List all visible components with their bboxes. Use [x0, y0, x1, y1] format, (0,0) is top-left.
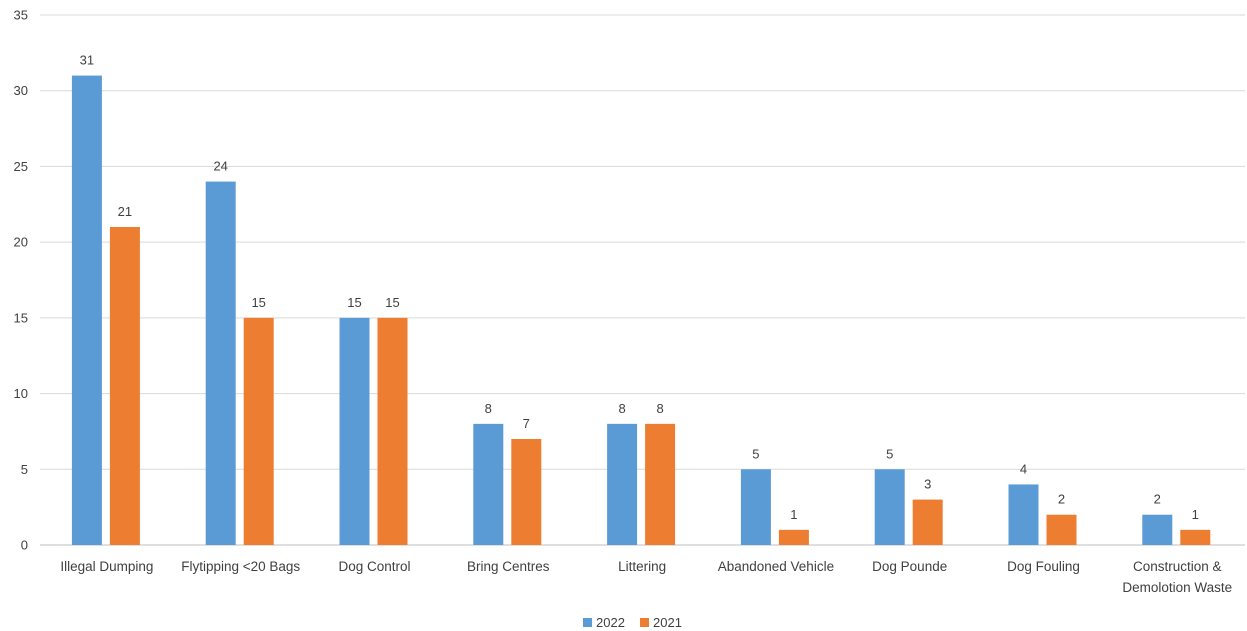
bar-2021-4: [645, 423, 676, 545]
data-label-2022-5: 5: [752, 446, 759, 461]
data-label-2022-4: 8: [618, 401, 625, 416]
y-axis: 0 5 10 15 20 25 30 35: [14, 8, 28, 553]
data-label-2022-3: 8: [485, 401, 492, 416]
y-tick-label: 30: [14, 83, 28, 98]
bar-2022-4: [607, 423, 638, 545]
x-tick-label: Dog Pounde: [872, 559, 947, 574]
bar-2021-2: [377, 317, 408, 545]
x-tick-label: Bring Centres: [467, 559, 550, 574]
bar-2021-5: [778, 529, 809, 545]
data-label-2022-1: 24: [213, 159, 227, 174]
gridlines: [40, 14, 1245, 546]
data-label-2022-6: 5: [886, 446, 893, 461]
bar-2022-8: [1142, 514, 1173, 545]
data-label-2021-5: 1: [790, 507, 797, 522]
bar-2021-7: [1046, 514, 1077, 545]
data-label-2021-0: 21: [118, 204, 132, 219]
data-label-2021-4: 8: [656, 401, 663, 416]
bar-2022-5: [740, 469, 771, 545]
bar-2021-0: [109, 227, 140, 545]
data-label-2022-8: 2: [1154, 492, 1161, 507]
data-label-2022-7: 4: [1020, 461, 1027, 476]
x-tick-label: Littering: [618, 559, 666, 574]
y-tick-label: 10: [14, 386, 28, 401]
y-tick-label: 35: [14, 8, 28, 23]
y-tick-label: 0: [21, 538, 28, 553]
bar-2021-6: [912, 499, 943, 545]
bars: [71, 75, 1211, 546]
bar-2022-6: [874, 469, 905, 545]
data-label-2021-1: 15: [251, 295, 265, 310]
data-label-2022-2: 15: [347, 295, 361, 310]
bar-2021-1: [243, 317, 274, 545]
bar-2022-2: [339, 317, 370, 545]
data-label-2021-8: 1: [1192, 507, 1199, 522]
y-tick-label: 20: [14, 235, 28, 250]
y-tick-label: 5: [21, 462, 28, 477]
data-label-2021-3: 7: [523, 416, 530, 431]
bar-2022-3: [473, 423, 504, 545]
legend-label-2021: 2021: [653, 615, 682, 630]
data-label-2022-0: 31: [80, 53, 94, 68]
legend-swatch-2021: [640, 618, 649, 627]
x-tick-label: Abandoned Vehicle: [718, 559, 834, 574]
bar-2022-0: [71, 75, 102, 546]
legend: 2022 2021: [583, 615, 682, 630]
legend-label-2022: 2022: [596, 615, 625, 630]
y-tick-label: 25: [14, 159, 28, 174]
x-tick-label: Dog Fouling: [1007, 559, 1080, 574]
y-tick-label: 15: [14, 310, 28, 325]
data-label-2021-2: 15: [385, 295, 399, 310]
x-tick-label: Illegal Dumping: [60, 559, 153, 574]
legend-swatch-2022: [583, 618, 592, 627]
data-label-2021-6: 3: [924, 477, 931, 492]
x-tick-label: Construction & Demolotion Waste: [1122, 559, 1232, 595]
x-tick-label: Dog Control: [338, 559, 410, 574]
bar-2021-3: [511, 439, 542, 545]
bar-2022-7: [1008, 484, 1039, 545]
data-label-2021-7: 2: [1058, 492, 1065, 507]
bar-2022-1: [205, 181, 236, 546]
bar-2021-8: [1180, 529, 1211, 545]
x-tick-label: Flytipping <20 Bags: [181, 559, 300, 574]
x-axis: Illegal Dumping Flytipping <20 Bags Dog Co…: [60, 559, 1232, 595]
